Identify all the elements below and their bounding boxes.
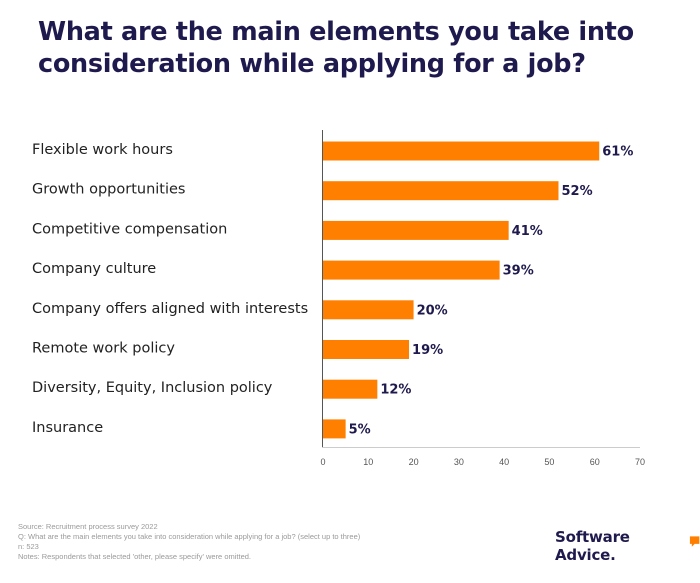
software-advice-logo: Software Advice. (555, 528, 700, 564)
chart-title: What are the main elements you take into… (38, 17, 634, 79)
bar (323, 181, 559, 201)
footnote-notes: Notes: Respondents that selected 'other,… (18, 552, 251, 561)
category-label: Growth opportunities (32, 182, 186, 198)
category-label: Remote work policy (32, 341, 175, 357)
bar (323, 419, 346, 439)
category-label: Flexible work hours (32, 142, 173, 158)
x-tick-label: 30 (454, 457, 464, 467)
x-tick-label: 40 (499, 457, 509, 467)
category-label: Company offers aligned with interests (32, 301, 308, 317)
brand-name: Software Advice. (555, 528, 630, 564)
x-ticks-group: 0 10 20 30 40 50 60 70 (320, 457, 645, 467)
bar (323, 220, 509, 240)
category-label: Company culture (32, 261, 156, 277)
bar-chart: Flexible work hours 61% Growth opportuniti… (32, 130, 645, 467)
value-label: 39% (503, 264, 534, 279)
bar (323, 260, 500, 280)
footnotes: Source: Recruitment process survey 2022 … (18, 522, 478, 562)
value-label: 61% (602, 145, 633, 160)
value-label: 20% (417, 303, 448, 318)
bars-group: Flexible work hours 61% Growth opportuniti… (32, 141, 633, 439)
category-label: Diversity, Equity, Inclusion policy (32, 380, 273, 396)
footnote-sample-size: n: 523 (18, 542, 39, 551)
x-tick-label: 60 (590, 457, 600, 467)
x-tick-label: 10 (363, 457, 373, 467)
value-label: 19% (412, 343, 443, 358)
value-label: 41% (512, 224, 543, 239)
bar (323, 379, 378, 399)
value-label: 52% (561, 184, 592, 199)
value-label: 5% (349, 422, 371, 437)
bar (323, 340, 410, 359)
category-label: Insurance (32, 420, 103, 436)
x-tick-label: 50 (544, 457, 554, 467)
footnote-question: Q: What are the main elements you take i… (18, 532, 361, 541)
bar (323, 300, 414, 320)
x-tick-label: 0 (320, 457, 325, 467)
bar (323, 141, 600, 161)
x-tick-label: 20 (409, 457, 419, 467)
footnote-source: Source: Recruitment process survey 2022 (18, 522, 158, 531)
x-tick-label: 70 (635, 457, 645, 467)
speech-bubble-icon (689, 536, 700, 547)
category-label: Competitive compensation (32, 221, 227, 237)
value-label: 12% (380, 383, 411, 398)
